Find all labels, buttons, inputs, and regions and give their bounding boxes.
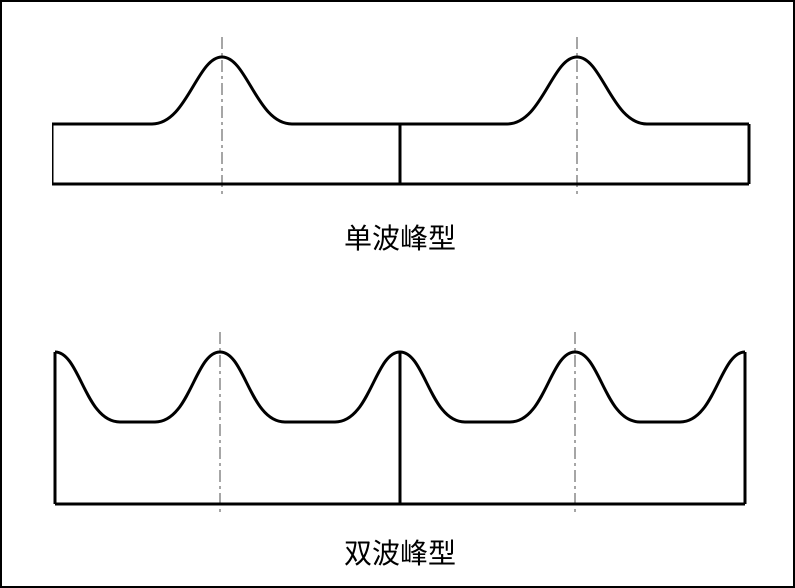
single-peak-profile xyxy=(52,57,749,124)
single-peak-label: 单波峰型 xyxy=(300,217,500,257)
diagram-container: 单波峰型 双波峰型 xyxy=(0,0,795,588)
double-peak-figure xyxy=(50,322,754,517)
single-peak-figure xyxy=(52,32,752,202)
double-peak-label: 双波峰型 xyxy=(300,532,500,572)
